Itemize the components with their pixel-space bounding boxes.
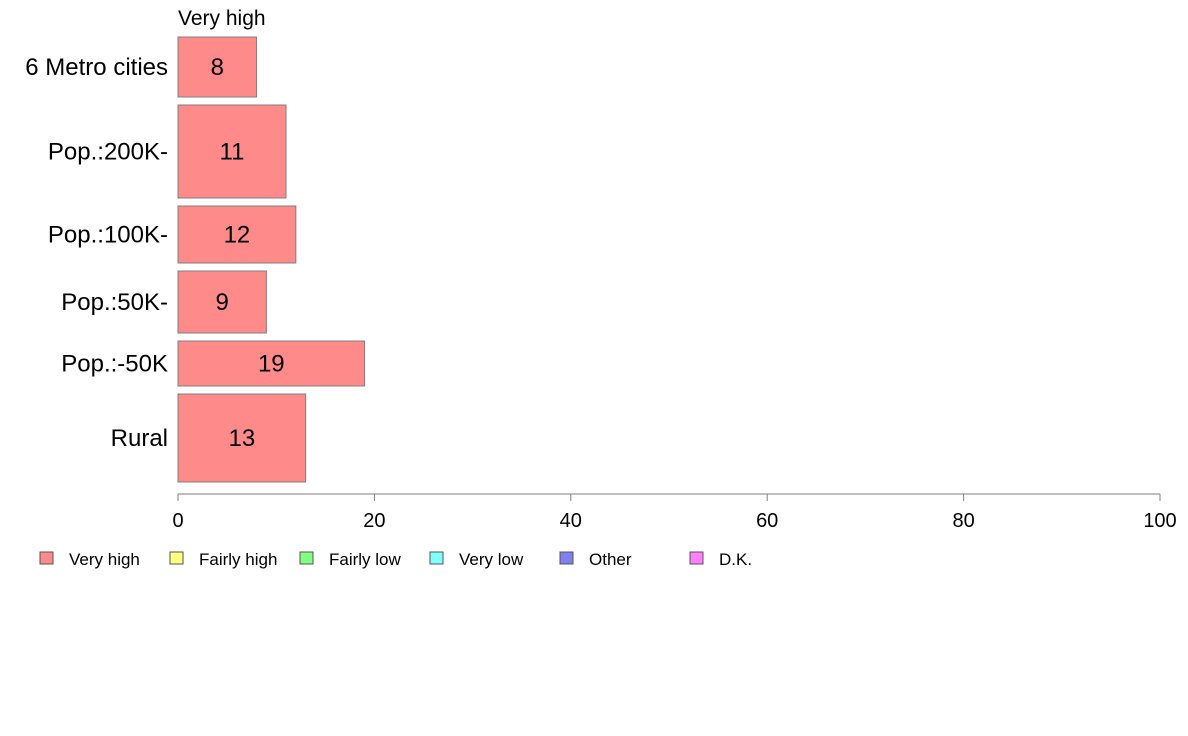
x-tick-label: 100: [1143, 510, 1176, 532]
legend-swatch: [39, 551, 54, 565]
bar-value-label: 9: [216, 289, 229, 316]
bar-value-label: 19: [258, 351, 285, 378]
bar-value-label: 8: [211, 54, 224, 81]
x-tick-label: 60: [756, 510, 778, 532]
x-tick-label: 0: [172, 510, 183, 532]
legend-label: Fairly low: [329, 550, 402, 569]
legend-label: Fairly high: [199, 550, 277, 569]
category-label: 6 Metro cities: [25, 54, 168, 81]
bar-segment: [177, 270, 267, 334]
bar-value-label: 13: [228, 425, 255, 452]
category-label: Pop.:-50K: [61, 351, 168, 378]
bars-group: [177, 36, 366, 483]
series-header-label: Very high: [178, 7, 266, 30]
bar-segment: [177, 340, 366, 387]
legend-swatch: [429, 551, 444, 565]
legend-label: D.K.: [719, 550, 752, 569]
category-label: Pop.:100K-: [48, 222, 168, 249]
legend-swatch: [299, 551, 314, 565]
x-axis: 0 20 40 60 80 100: [172, 493, 1177, 532]
x-tick-label: 80: [952, 510, 974, 532]
bar-segment: [177, 205, 297, 264]
legend-swatch: [559, 551, 574, 565]
x-tick-label: 20: [363, 510, 385, 532]
x-tick-label: 40: [560, 510, 582, 532]
category-label: Rural: [111, 425, 168, 452]
value-labels: 8 11 12 9 19 13: [211, 54, 285, 452]
legend-label: Very high: [69, 550, 140, 569]
bar-segment: [177, 104, 287, 199]
legend: Very high Fairly high Fairly low Very low Ot…: [39, 550, 752, 569]
bar-value-label: 11: [220, 139, 245, 166]
legend-label: Other: [589, 550, 632, 569]
legend-swatch: [169, 551, 184, 565]
bar-segment: [177, 36, 258, 98]
legend-label: Very low: [459, 550, 524, 569]
legend-swatch: [689, 551, 704, 565]
bar-segment: [177, 393, 307, 483]
category-label: Pop.:50K-: [61, 289, 168, 316]
category-label: Pop.:200K-: [48, 139, 168, 166]
bar-value-label: 12: [224, 222, 251, 249]
category-labels: 6 Metro cities Pop.:200K- Pop.:100K- Pop.:5…: [25, 54, 168, 452]
